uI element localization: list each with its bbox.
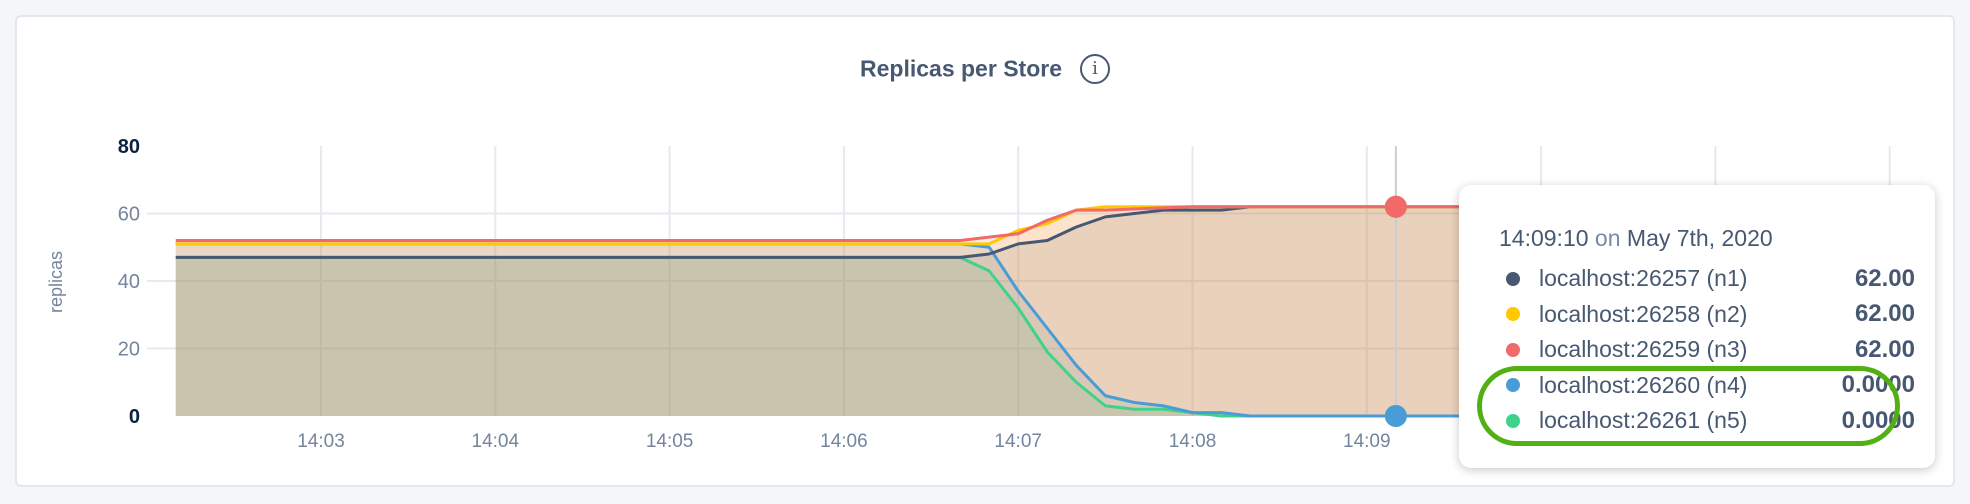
legend-dot-icon [1506, 271, 1520, 286]
info-circle-icon[interactable]: i [1079, 54, 1110, 84]
y-tick-label: 80 [118, 136, 140, 158]
tooltip-row-label: localhost:26258 (n2) [1539, 300, 1748, 327]
y-tick-label: 20 [118, 339, 140, 361]
x-tick-label: 14:03 [297, 431, 345, 452]
series-area [175, 206, 1861, 416]
series-area [175, 243, 1861, 416]
tooltip-row-value: 62.00 [1854, 264, 1915, 292]
tooltip-row-label: localhost:26261 (n5) [1539, 407, 1748, 434]
x-tick-label: 14:09 [1343, 431, 1391, 452]
series-area [175, 206, 1861, 416]
series-area [175, 206, 1861, 416]
legend-dot-icon [1506, 307, 1520, 322]
tooltip-time: 14:09:10 [1499, 225, 1589, 251]
y-tick-label: 40 [118, 271, 140, 293]
hover-point [1384, 405, 1407, 427]
tooltip-row-label: localhost:26259 (n3) [1539, 336, 1748, 363]
series-line [175, 205, 1861, 242]
legend-dot-icon [1506, 342, 1520, 357]
chart-tooltip: 14:09:10 on May 7th, 2020 localhost:2625… [1459, 185, 1935, 468]
tooltip-row-label: localhost:26260 (n4) [1539, 371, 1748, 398]
hover-point [1384, 195, 1407, 218]
x-tick-label: 14:08 [1169, 431, 1217, 452]
x-tick-label: 14:07 [994, 431, 1042, 452]
x-tick-label: 14:04 [472, 431, 520, 452]
tooltip-row-label: localhost:26257 (n1) [1539, 265, 1748, 292]
series-line [175, 242, 1861, 418]
tooltip-on: on [1594, 225, 1621, 251]
tooltip-date: May 7th, 2020 [1626, 225, 1773, 251]
y-axis-label: replicas [46, 251, 66, 313]
tooltip-header: 14:09:10 on May 7th, 2020 [1499, 225, 1935, 255]
tooltip-row-value: 62.00 [1854, 300, 1915, 328]
tooltip-row: localhost:26258 (n2) 62.00 [1499, 297, 1935, 333]
series-line [175, 205, 1861, 259]
chart-title: Replicas per Store [860, 55, 1062, 82]
tooltip-row: localhost:26257 (n1) 62.00 [1499, 261, 1935, 297]
tooltip-row-value: 62.00 [1854, 335, 1915, 363]
tooltip-row: localhost:26259 (n3) 62.00 [1499, 332, 1935, 368]
y-tick-label: 0 [129, 406, 140, 428]
x-tick-label: 14:06 [820, 431, 868, 452]
x-tick-label: 14:05 [646, 431, 694, 452]
series-area [175, 257, 1861, 416]
y-tick-label: 60 [118, 204, 140, 226]
chart-title-row: Replicas per Store i [0, 54, 1970, 84]
highlight-annotation [1477, 366, 1900, 446]
